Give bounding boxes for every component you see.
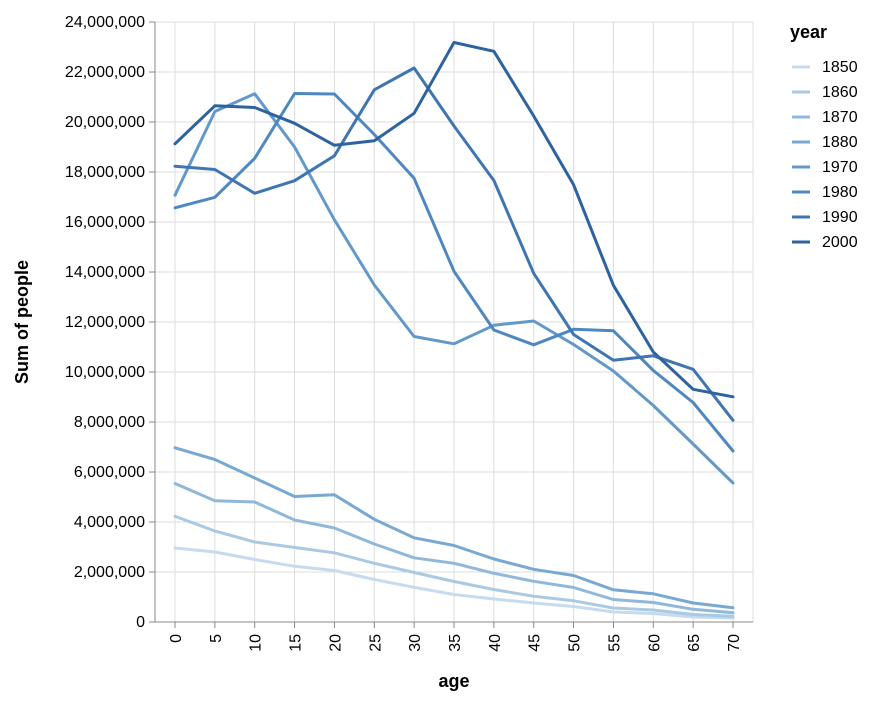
x-axis-title: age [438,671,469,691]
legend-label-1850: 1850 [822,59,858,76]
legend-label-1860: 1860 [822,84,858,101]
x-tick-label: 50 [567,634,584,652]
legend: year 1850 1860 1870 1880 1970 1980 1990 2000 [790,22,858,251]
series-line-2000 [173,41,735,399]
series-lines [173,41,735,620]
y-tick-label: 14,000,000 [65,264,145,281]
series-line-1990 [173,66,735,422]
x-tick-label: 40 [487,634,504,652]
series-line-1850 [173,546,735,620]
x-tick-label: 10 [248,634,265,652]
y-tick-label: 4,000,000 [74,514,145,531]
axes: 0 2,000,000 4,000,000 6,000,000 8,000,000 10,… [65,14,753,652]
y-tick-label: 20,000,000 [65,114,145,131]
y-tick-label: 12,000,000 [65,314,145,331]
y-tick-label: 18,000,000 [65,164,145,181]
x-tick-label: 35 [447,634,464,652]
x-tick-label: 60 [646,634,663,652]
x-tick-label: 30 [407,634,424,652]
x-tick-label: 20 [327,634,344,652]
x-tick-label: 65 [686,634,703,652]
y-tick-label: 0 [136,614,145,631]
x-tick-label: 5 [208,634,225,643]
legend-label-1880: 1880 [822,134,858,151]
x-tick-label: 45 [527,634,544,652]
x-tick-label: 25 [367,634,384,652]
y-axis-title: Sum of people [12,260,32,384]
legend-label-1970: 1970 [822,159,858,176]
legend-label-1870: 1870 [822,109,858,126]
y-tick-label: 16,000,000 [65,214,145,231]
y-tick-label: 24,000,000 [65,14,145,31]
legend-label-1990: 1990 [822,209,858,226]
legend-label-2000: 2000 [822,234,858,251]
series-line-1870 [173,482,735,615]
y-tick-label: 6,000,000 [74,464,145,481]
legend-label-1980: 1980 [822,184,858,201]
y-tick-label: 8,000,000 [74,414,145,431]
x-tick-label: 55 [606,634,623,652]
x-tick-label: 70 [726,634,743,652]
x-tick-label: 0 [168,634,185,643]
legend-title: year [790,22,827,42]
series-line-1880 [173,446,735,610]
y-tick-label: 22,000,000 [65,64,145,81]
gridlines [155,21,754,623]
y-tick-label: 10,000,000 [65,364,145,381]
x-tick-label: 15 [288,634,305,652]
series-line-1860 [173,514,735,618]
y-tick-label: 2,000,000 [74,564,145,581]
